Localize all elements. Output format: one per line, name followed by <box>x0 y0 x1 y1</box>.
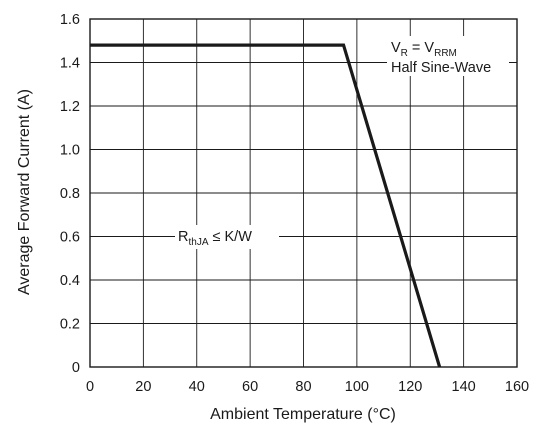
annotation-vr-subscript: R <box>401 48 408 59</box>
x-tick-label: 60 <box>242 379 258 395</box>
annotation-rth-text: RthJA ≤ K/W <box>178 229 252 248</box>
y-tick-label: 1.6 <box>60 12 80 28</box>
x-tick-label: 20 <box>135 379 151 395</box>
x-tick-label: 120 <box>398 379 422 395</box>
y-tick-label: 0.4 <box>60 273 80 289</box>
y-tick-label: 0.2 <box>60 317 80 333</box>
annotation-vr-v: V <box>391 40 401 56</box>
annotation-vrrm-subscript: RRM <box>434 48 457 59</box>
x-axis-title: Ambient Temperature (°C) <box>210 406 396 423</box>
x-tick-label: 80 <box>295 379 311 395</box>
annotation-rth-condition: ≤ K/W <box>209 229 253 245</box>
y-tick-label: 0 <box>72 360 80 376</box>
y-tick-label: 1.0 <box>60 143 80 159</box>
y-axis-title: Average Forward Current (A) <box>16 89 33 295</box>
annotation-waveform: Half Sine-Wave <box>387 58 509 76</box>
annotation-waveform-bg <box>387 58 509 76</box>
x-tick-label: 160 <box>505 379 529 395</box>
y-tick-label: 0.6 <box>60 230 80 246</box>
x-tick-label: 40 <box>189 379 205 395</box>
annotation-vr: VR = VRRM <box>387 36 507 59</box>
annotation-rth-r: R <box>178 229 188 245</box>
x-tick-label: 100 <box>345 379 369 395</box>
y-tick-label: 1.4 <box>60 56 80 72</box>
annotation-vr-text: VR = VRRM <box>391 40 457 59</box>
annotation-rth-bg <box>175 225 279 249</box>
x-tick-label: 140 <box>452 379 476 395</box>
annotation-vr-bg <box>387 36 507 58</box>
annotation-vr-equals: = V <box>408 40 435 56</box>
x-tick-labels: 0 20 40 60 80 100 120 140 160 <box>86 379 529 395</box>
series-layer <box>90 43 442 368</box>
series-line-0 <box>90 43 442 368</box>
y-tick-labels: 0 0.2 0.4 0.6 0.8 1.0 1.2 1.4 1.6 <box>60 12 80 376</box>
y-tick-label: 0.8 <box>60 186 80 202</box>
y-tick-label: 1.2 <box>60 99 80 115</box>
annotation-waveform-text: Half Sine-Wave <box>391 60 491 76</box>
annotation-rth-subscript: thJA <box>188 237 208 248</box>
plot-frame <box>89 18 518 368</box>
x-tick-label: 0 <box>86 379 94 395</box>
annotation-rth: RthJA ≤ K/W <box>175 225 279 249</box>
